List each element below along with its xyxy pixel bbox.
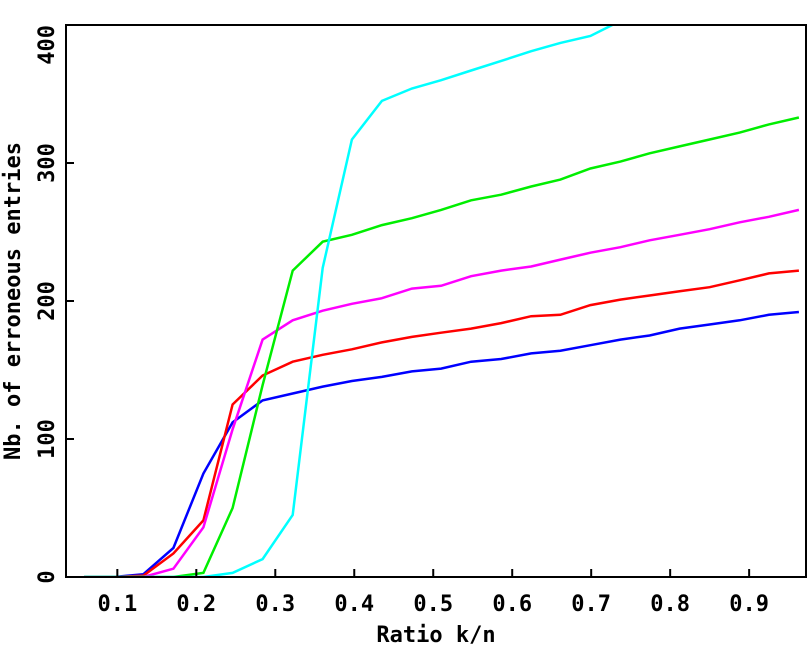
- y-tick-label: 400: [35, 25, 60, 65]
- series-line: [84, 116, 800, 577]
- series-line: [84, 310, 800, 577]
- x-tick-label: 0.5: [413, 592, 453, 617]
- y-axis-label: Nb. of erroneous entries: [1, 142, 26, 460]
- x-tick-label: 0.1: [97, 592, 137, 617]
- y-tick-label: 300: [35, 143, 60, 183]
- x-tick-label: 0.6: [492, 592, 532, 617]
- plot-area: [84, 25, 800, 577]
- x-axis-label: Ratio k/n: [376, 623, 495, 648]
- series-line: [84, 208, 800, 577]
- x-tick-label: 0.8: [650, 592, 690, 617]
- y-tick-label: 0: [35, 570, 60, 583]
- x-tick-label: 0.9: [729, 592, 769, 617]
- series-line: [84, 25, 616, 577]
- x-tick-label: 0.2: [176, 592, 216, 617]
- x-tick-label: 0.4: [334, 592, 374, 617]
- plot-frame: [65, 24, 807, 578]
- y-tick-label: 200: [35, 281, 60, 321]
- series-line: [84, 269, 800, 577]
- x-tick-label: 0.7: [571, 592, 611, 617]
- y-tick-label: 100: [35, 419, 60, 459]
- x-tick-label: 0.3: [255, 592, 295, 617]
